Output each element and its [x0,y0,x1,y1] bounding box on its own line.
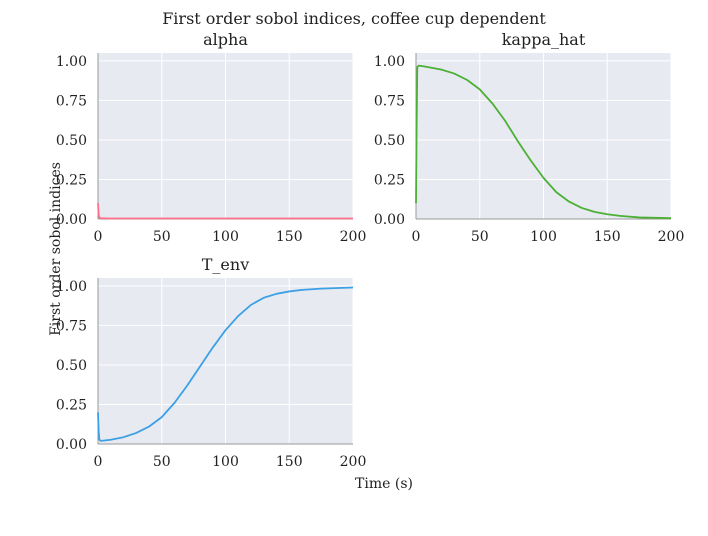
x-tick-label: 100 [212,229,239,245]
x-tick-label: 200 [340,229,367,245]
subplot-title: T_env [202,255,249,274]
y-tick-label: 0.75 [56,93,87,109]
y-tick-label: 1.00 [56,54,87,70]
x-tick-label: 200 [340,454,367,470]
x-tick-label: 0 [94,229,103,245]
x-tick-label: 50 [153,454,171,470]
x-tick-label: 100 [530,229,557,245]
subplot-alpha: 0 50 100 150 200 0.00 0.25 0.50 0.75 1.00 alpha [56,30,367,245]
subplot-title: kappa_hat [502,30,586,49]
y-tick-label: 0.00 [374,212,405,228]
figure-title: First order sobol indices, coffee cup de… [162,9,546,28]
x-tick-label: 150 [276,229,303,245]
x-tick-label: 150 [594,229,621,245]
x-tick-label: 50 [153,229,171,245]
subplots: 0 50 100 150 200 0.00 0.25 0.50 0.75 1.00 alpha 0 50… [56,30,685,470]
subplot-kappa-hat: 0 50 100 150 200 0.00 0.25 0.50 0.75 1.00 kappa_ha… [374,30,685,245]
subplot-t-env: 0 50 100 150 200 0.00 0.25 0.50 0.75 1.00 T_env [56,255,367,470]
x-tick-label: 0 [412,229,421,245]
x-tick-label: 50 [471,229,489,245]
subplot-title: alpha [203,30,248,49]
y-axis-label: First order sobol indices [48,162,64,336]
y-tick-label: 0.75 [56,318,87,334]
x-tick-label: 200 [658,229,685,245]
y-tick-label: 0.50 [374,133,405,149]
x-axis-label: Time (s) [355,476,413,492]
y-tick-label: 1.00 [374,54,405,70]
y-tick-label: 0.75 [374,93,405,109]
y-tick-label: 1.00 [56,279,87,295]
series-line-t-env [97,286,354,442]
y-tick-label: 0.00 [56,212,87,228]
series-line-kappa-hat [415,64,672,220]
x-tick-label: 100 [212,454,239,470]
x-tick-label: 0 [94,454,103,470]
y-tick-label: 0.25 [374,172,405,188]
x-tick-label: 150 [276,454,303,470]
y-tick-label: 0.25 [56,397,87,413]
series-line-alpha [97,203,353,220]
y-tick-label: 0.25 [56,172,87,188]
y-tick-label: 0.50 [56,358,87,374]
y-tick-label: 0.00 [56,437,87,453]
y-tick-label: 0.50 [56,133,87,149]
